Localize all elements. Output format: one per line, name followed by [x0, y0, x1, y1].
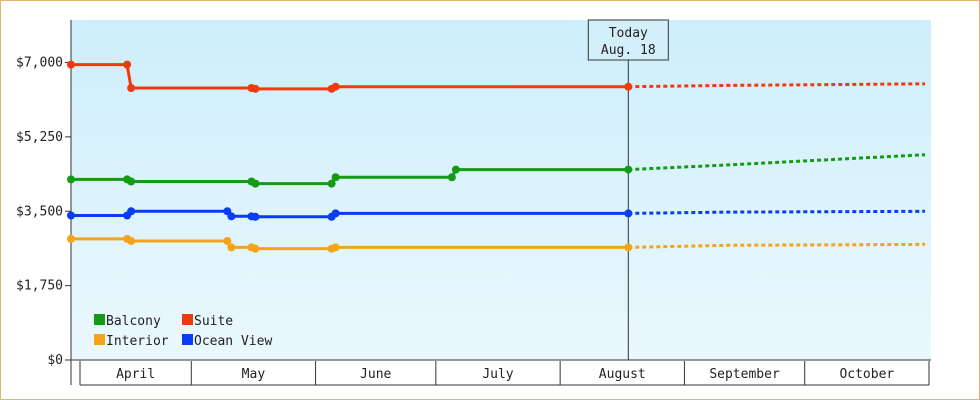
data-point — [127, 207, 136, 216]
data-point — [251, 244, 260, 253]
x-axis: April May June July August September October — [70, 359, 931, 386]
x-tick-label: October — [839, 367, 894, 382]
series-suite — [67, 60, 926, 93]
data-point — [251, 212, 260, 221]
legend-swatch — [94, 334, 105, 345]
data-point — [624, 82, 633, 91]
y-tick-label: $3,500 — [16, 204, 63, 219]
data-point — [67, 234, 75, 243]
legend-label: Ocean View — [194, 334, 272, 349]
forecast-line-interior — [628, 242, 926, 249]
data-point — [127, 84, 136, 92]
y-axis: $0 $1,750 $3,500 $5,250 $7,000 — [16, 20, 72, 368]
data-point — [67, 60, 75, 69]
data-point — [227, 243, 236, 252]
data-point — [327, 179, 336, 188]
x-tick-label: April — [116, 367, 155, 382]
legend-label: Suite — [194, 314, 233, 329]
data-point — [67, 175, 75, 184]
series-interior — [67, 234, 926, 253]
legend-swatch — [182, 314, 193, 325]
data-point — [331, 243, 340, 252]
series-layer — [67, 60, 926, 253]
data-point — [447, 173, 456, 182]
y-tick-label: $0 — [47, 353, 63, 368]
legend-item-ocean-view: Ocean View — [182, 334, 272, 349]
data-point — [227, 212, 236, 221]
data-point — [331, 209, 340, 218]
x-tick-label: May — [242, 367, 266, 382]
series-ocean-view — [67, 207, 926, 221]
data-point — [331, 173, 340, 182]
data-point — [251, 84, 260, 93]
forecast-line-suite — [628, 82, 926, 89]
data-point — [127, 237, 136, 245]
legend-label: Balcony — [106, 314, 161, 329]
forecast-line-balcony — [628, 153, 926, 172]
legend-swatch — [182, 334, 193, 345]
legend-item-interior: Interior — [94, 334, 169, 349]
series-balcony — [67, 153, 926, 188]
legend-item-suite: Suite — [182, 314, 233, 329]
today-date: Aug. 18 — [601, 43, 656, 58]
today-label: Today — [609, 26, 648, 41]
data-point — [127, 177, 136, 186]
x-tick-label: July — [482, 367, 513, 382]
data-point — [223, 237, 232, 245]
forecast-line-ocean-view — [628, 209, 926, 215]
data-point — [123, 60, 132, 69]
data-point — [624, 243, 633, 252]
data-point — [451, 165, 460, 174]
data-point — [624, 165, 633, 174]
x-tick-label: June — [360, 367, 391, 382]
data-point — [251, 179, 260, 188]
plot-background — [71, 20, 931, 360]
data-point — [331, 82, 340, 91]
y-tick-label: $5,250 — [16, 130, 63, 145]
legend-item-balcony: Balcony — [94, 314, 161, 329]
y-tick-label: $1,750 — [16, 279, 63, 294]
legend: Balcony Suite Interior Ocean View — [94, 314, 272, 349]
data-point — [624, 209, 633, 218]
x-tick-label: September — [709, 367, 780, 382]
today-box — [587, 19, 669, 61]
legend-label: Interior — [106, 334, 169, 349]
legend-swatch — [94, 314, 105, 325]
y-tick-label: $7,000 — [16, 56, 63, 71]
data-point — [67, 211, 75, 220]
x-tick-label: August — [599, 367, 646, 382]
